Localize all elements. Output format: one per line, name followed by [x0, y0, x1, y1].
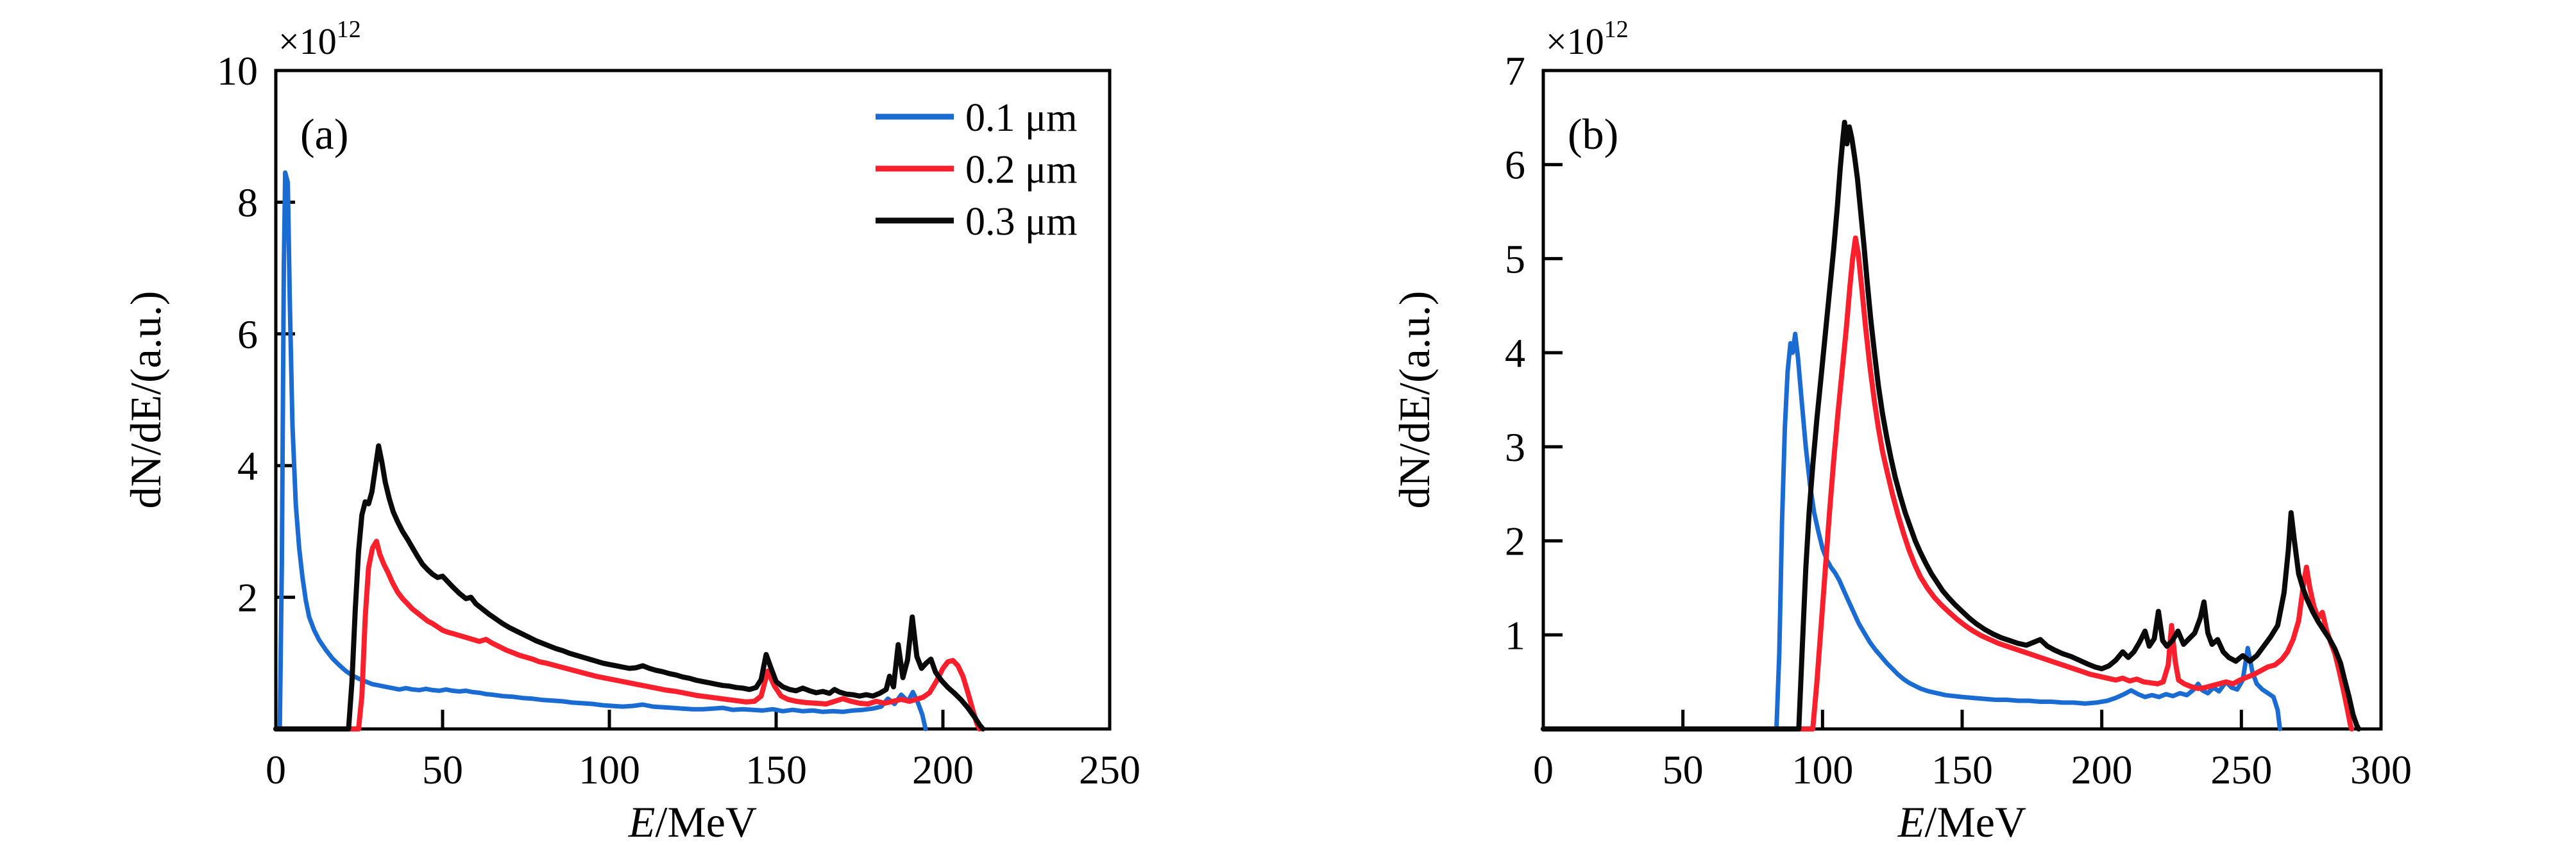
x-axis-title: E/MeV	[628, 798, 757, 845]
x-tick-label: 100	[579, 747, 640, 792]
y-tick-label: 1	[1505, 612, 1525, 658]
y-tick-label: 4	[237, 443, 258, 489]
y-tick-label: 8	[237, 180, 258, 225]
x-tick-label: 300	[2350, 747, 2412, 792]
series-line-0.3μm	[1541, 119, 2362, 732]
y-tick-label: 10	[217, 48, 258, 94]
x-tick-label: 250	[2210, 747, 2272, 792]
y-tick-label: 7	[1505, 48, 1525, 94]
x-tick-label: 250	[1079, 747, 1140, 792]
legend-item: 0.2 μm	[876, 148, 1077, 192]
x-axis-title: E/MeV	[1897, 798, 2026, 845]
axis-offset-label: ×1012	[1546, 16, 1629, 62]
axis-offset-label: ×1012	[278, 16, 361, 62]
panel-b: 0 50 100 150 200 250 300 1 2 3 4 5 6 7 ×1012 (b) E/MeV dN…	[1390, 16, 2412, 845]
y-tick-label: 3	[1505, 424, 1525, 470]
plot-frame	[274, 69, 1112, 731]
y-tick-label: 6	[237, 312, 258, 357]
x-tick-label: 50	[422, 747, 463, 792]
y-tick-label: 5	[1505, 236, 1525, 281]
y-axis-title: dN/dE/(a.u.)	[121, 291, 170, 509]
series-line-0.1μm	[277, 170, 928, 732]
series-line-0.1μm	[1541, 331, 2282, 732]
legend-item-label: 0.2 μm	[965, 148, 1077, 192]
x-tick-label: 50	[1663, 747, 1704, 792]
legend-item-label: 0.3 μm	[965, 200, 1077, 244]
legend-item: 0.3 μm	[876, 200, 1077, 244]
x-tick-label: 0	[266, 747, 286, 792]
x-tick-label: 200	[2071, 747, 2133, 792]
series-line-0.2μm	[1541, 235, 2355, 732]
series-line-0.3μm	[273, 443, 986, 732]
x-tick-label: 0	[1533, 747, 1554, 792]
panel-letter: (a)	[300, 110, 348, 158]
panel-letter: (b)	[1568, 110, 1618, 158]
legend: 0.1 μm 0.2 μm 0.3 μm	[876, 96, 1077, 244]
x-tick-label: 150	[745, 747, 807, 792]
y-tick-label: 2	[237, 575, 258, 621]
y-tick-label: 6	[1505, 142, 1525, 188]
series-line-0.2μm	[273, 539, 983, 732]
x-tick-label: 150	[1931, 747, 1993, 792]
x-tick-label: 200	[912, 747, 974, 792]
y-axis-title: dN/dE/(a.u.)	[1390, 291, 1439, 509]
y-tick-label: 4	[1505, 330, 1525, 376]
x-tick-label: 100	[1792, 747, 1853, 792]
plot-frame	[1541, 69, 2383, 731]
y-tick-label: 2	[1505, 519, 1525, 564]
panel-a: 0 50 100 150 200 250 2 4 6 8 10 ×1012 (a) E/MeV dN/dE/…	[121, 16, 1140, 845]
legend-item-label: 0.1 μm	[965, 96, 1077, 140]
legend-item: 0.1 μm	[876, 96, 1077, 140]
